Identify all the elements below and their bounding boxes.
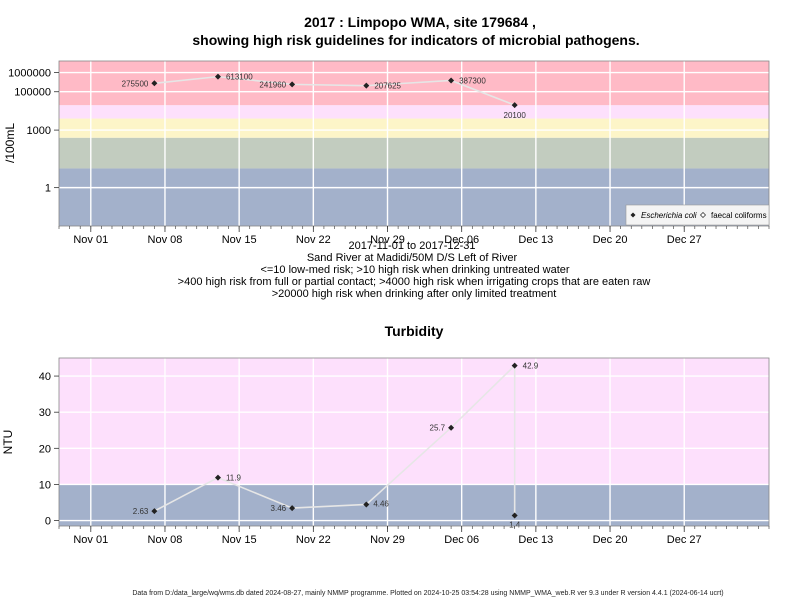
chart1-legend: Escherichia coli faecal coliforms (625, 204, 770, 226)
x-tick-label: Nov 01 (73, 234, 108, 246)
subtitle-guideline-1: <=10 low-med risk; >10 high risk when dr… (260, 264, 569, 276)
data-point (289, 505, 296, 512)
legend-ecoli-label: Escherichia coli (641, 211, 697, 220)
data-point (214, 73, 221, 80)
data-point (363, 82, 370, 89)
data-point (363, 501, 370, 508)
chart1-subtitles: 2017-11-01 to 2017-12-31 Sand River at M… (178, 240, 651, 300)
chart1-y-axis-label: /100mL (3, 123, 17, 163)
chart2-plot-area: 2.63 11.9 3.46 4.46 25.7 42.9 1.4 (59, 358, 769, 530)
chart2-axes: 0 10 20 30 40 Nov 01 Nov 08 Nov 15 Nov 22 Nov 29 D… (39, 357, 770, 546)
data-point (151, 508, 158, 515)
y-tick-label: 30 (39, 407, 51, 419)
data-label: 613100 (226, 73, 253, 82)
data-label: 241960 (259, 80, 286, 89)
series-line (154, 75, 515, 106)
y-tick-label: 1000 (27, 125, 51, 137)
subtitle-guideline-3: >20000 high risk when drinking after onl… (272, 288, 557, 300)
risk-band-4 (59, 105, 769, 119)
footer-note: Data from D:/data_large/wq/wms.db dated … (132, 590, 723, 597)
x-tick-label: Nov 22 (296, 234, 331, 246)
x-tick-label: Dec 06 (444, 534, 479, 546)
data-point (289, 81, 296, 88)
x-tick-label: Dec 13 (518, 534, 553, 546)
data-label: 42.9 (523, 362, 539, 371)
chart2-y-axis-label: NTU (1, 430, 15, 455)
chart1-title-line1: 2017 : Limpopo WMA, site 179684 , (304, 14, 536, 30)
data-label: 25.7 (430, 424, 446, 433)
x-tick-label: Nov 08 (148, 534, 183, 546)
x-tick-label: Dec 27 (667, 534, 702, 546)
x-tick-label: Dec 27 (667, 234, 702, 246)
risk-band-1 (59, 484, 769, 526)
data-label: 3.46 (271, 504, 287, 513)
data-label: 387300 (459, 76, 486, 85)
x-tick-label: Nov 15 (222, 234, 257, 246)
data-label: 207625 (374, 82, 401, 91)
subtitle-guideline-2: >400 high risk from full or partial cont… (178, 276, 651, 288)
x-tick-label: Nov 01 (73, 534, 108, 546)
legend-faecal-label: faecal coliforms (711, 211, 767, 220)
data-point (151, 80, 158, 87)
risk-band-2 (59, 137, 769, 169)
x-tick-label: Dec 13 (518, 234, 553, 246)
x-tick-label: Nov 29 (370, 234, 405, 246)
y-tick-label: 10 (39, 479, 51, 491)
x-tick-label: Dec 20 (593, 534, 628, 546)
plot-frame (58, 357, 770, 527)
x-tick-label: Dec 20 (593, 234, 628, 246)
plot-frame (58, 60, 770, 227)
data-point (511, 102, 518, 109)
data-label: 275500 (122, 79, 149, 88)
y-tick-label: 40 (39, 371, 51, 383)
data-label: 2.63 (133, 507, 149, 516)
risk-band-3 (59, 118, 769, 138)
x-tick-label: Nov 08 (148, 234, 183, 246)
y-tick-label: 20 (39, 443, 51, 455)
x-tick-label: Nov 15 (222, 534, 257, 546)
x-tick-label: Nov 29 (370, 534, 405, 546)
chart1-axes: 1000000 100000 1000 1 Nov 01 Nov 08 Nov 15 Nov … (8, 60, 770, 246)
y-tick-label: 0 (45, 516, 51, 528)
x-tick-label: Nov 22 (296, 534, 331, 546)
risk-band-2 (59, 358, 769, 485)
chart1-title-line2: showing high risk guidelines for indicat… (192, 32, 639, 48)
legend-ecoli-marker (630, 212, 636, 218)
data-point (448, 77, 455, 84)
data-point (214, 474, 221, 481)
y-tick-label: 1000000 (8, 68, 51, 80)
data-point (511, 362, 518, 369)
subtitle-date-range: 2017-11-01 to 2017-12-31 (348, 240, 475, 252)
data-point (511, 512, 518, 519)
data-label: 1.4 (509, 521, 521, 530)
data-label: 4.46 (373, 499, 389, 508)
data-label: 11.9 (226, 474, 242, 483)
chart2-title: Turbidity (385, 323, 444, 339)
data-label: 20100 (504, 111, 527, 120)
legend-faecal-marker (700, 212, 706, 218)
y-tick-label: 100000 (14, 87, 51, 99)
subtitle-site: Sand River at Madidi/50M D/S Left of Riv… (307, 252, 518, 264)
x-tick-label: Dec 06 (444, 234, 479, 246)
chart1-plot-area: 275500 613100 241960 207625 387300 20100 (59, 61, 769, 226)
y-tick-label: 1 (45, 183, 51, 195)
data-point (448, 424, 455, 431)
